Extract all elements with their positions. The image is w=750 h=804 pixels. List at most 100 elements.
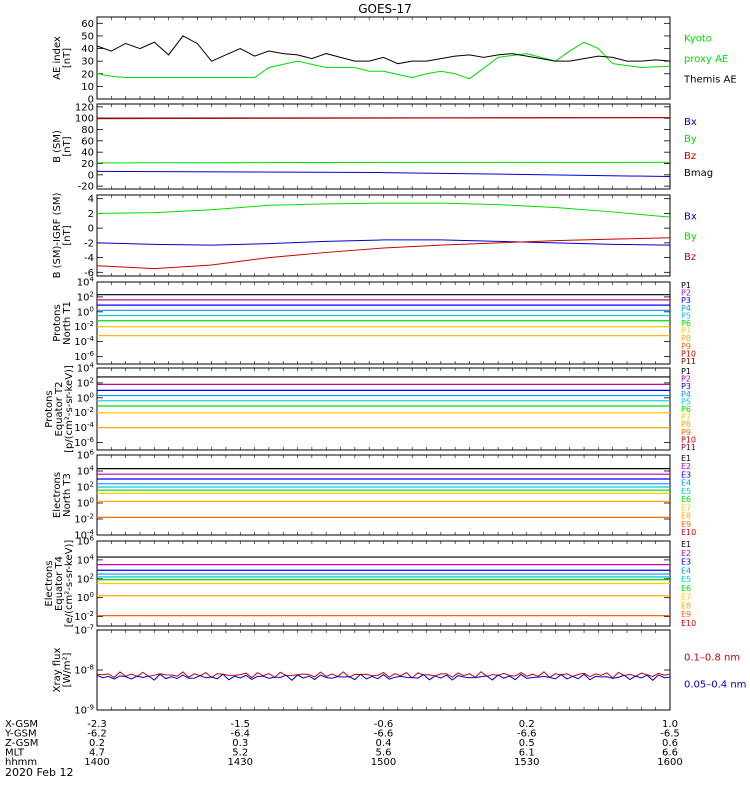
channel-label: P9 bbox=[681, 342, 691, 351]
y-tick-label: 80 bbox=[81, 125, 94, 136]
x-axis-table: X-GSM -2.3 -1.5 -0.6 0.2 1.0 Y-GSM -6.2 -6.4 -6.6… bbox=[4, 719, 683, 768]
panel-frame bbox=[96, 454, 671, 536]
channel-label: E4 bbox=[681, 566, 691, 575]
series-line bbox=[96, 117, 671, 120]
y-tick-label: 10-4 bbox=[74, 421, 94, 434]
channel-label: E9 bbox=[681, 610, 691, 619]
y-tick-label: 20 bbox=[81, 159, 94, 170]
y-tick-label: 102 bbox=[77, 290, 94, 303]
channel-label: P1 bbox=[681, 281, 691, 290]
legend-entry: By bbox=[684, 232, 697, 243]
x-row-value: 6.1 bbox=[519, 748, 535, 759]
y-tick-label: -4 bbox=[84, 253, 94, 264]
channel-label: E6 bbox=[681, 495, 691, 504]
y-tick-label: 100 bbox=[77, 497, 94, 510]
y-tick-label: 104 bbox=[77, 553, 95, 566]
channel-label: P10 bbox=[681, 349, 696, 358]
y-tick-label: 10-8 bbox=[74, 664, 94, 677]
y-tick-label: 10-2 bbox=[74, 610, 94, 623]
x-row-value: 1430 bbox=[228, 757, 253, 768]
y-tick-label: 10-2 bbox=[74, 513, 94, 526]
channel-label: P8 bbox=[681, 420, 691, 429]
y-axis-label: B (SM) bbox=[52, 130, 63, 163]
y-tick-label: 40 bbox=[81, 44, 94, 55]
panel-xray: 10-7 10-8 10-9 Xray flux [W/m²] 0.1–0.8 nm 0.0… bbox=[52, 624, 746, 717]
panel-frame bbox=[96, 194, 671, 277]
channel-label: P6 bbox=[681, 319, 691, 328]
x-row-value: -0.6 bbox=[374, 719, 394, 730]
y-tick-label: -2 bbox=[84, 238, 94, 249]
panel-frame bbox=[96, 16, 671, 100]
y-tick-label: 40 bbox=[81, 148, 94, 159]
x-row-value: 0.2 bbox=[89, 738, 105, 749]
channel-label: P6 bbox=[681, 405, 691, 414]
panel-frame bbox=[96, 367, 671, 451]
series-line bbox=[96, 35, 671, 65]
y-tick-label: 4 bbox=[88, 194, 94, 205]
y-tick-label: 60 bbox=[81, 19, 94, 30]
y-axis-label: B (SM)-IGRF (SM) bbox=[52, 193, 63, 279]
x-row-label: hhmm bbox=[5, 757, 37, 768]
y-tick-label: 10 bbox=[81, 82, 94, 93]
y-tick-label: 106 bbox=[77, 449, 95, 462]
y-axis-label: Equator T4 bbox=[54, 556, 65, 611]
x-row-value: 1530 bbox=[514, 757, 539, 768]
y-tick-label: 106 bbox=[77, 535, 95, 548]
series-line bbox=[96, 239, 671, 246]
y-tick-label: 10-2 bbox=[74, 320, 94, 333]
channel-label: P1 bbox=[681, 367, 691, 376]
legend-entry: 0.1–0.8 nm bbox=[684, 653, 740, 664]
channel-label: P7 bbox=[681, 327, 691, 336]
y-axis-label: Protons bbox=[44, 390, 55, 427]
legend-entry: Bx bbox=[684, 117, 697, 128]
series-line bbox=[96, 41, 671, 80]
channel-label: P11 bbox=[681, 357, 696, 366]
channel-label: P9 bbox=[681, 428, 691, 437]
y-tick-label: 10-6 bbox=[74, 350, 94, 363]
channel-label: E10 bbox=[681, 619, 696, 628]
channel-label: P8 bbox=[681, 334, 691, 343]
x-row-label: Y-GSM bbox=[4, 729, 37, 740]
x-row-value: -6.2 bbox=[87, 729, 107, 740]
channel-label: E4 bbox=[681, 479, 691, 488]
y-tick-label: 120 bbox=[75, 102, 94, 113]
x-row-value: -6.5 bbox=[660, 729, 680, 740]
panel-frame bbox=[96, 103, 671, 190]
x-row-value: 4.7 bbox=[89, 748, 105, 759]
y-axis-label: Protons bbox=[52, 304, 63, 341]
x-row-value: 5.2 bbox=[232, 748, 248, 759]
x-row-value: 0.3 bbox=[232, 738, 248, 749]
channel-label: E2 bbox=[681, 462, 691, 471]
y-tick-label: 20 bbox=[81, 69, 94, 80]
channel-label: E9 bbox=[681, 520, 691, 529]
y-tick-label: 100 bbox=[77, 305, 94, 318]
channel-label: E8 bbox=[681, 601, 691, 610]
channel-label: P4 bbox=[681, 304, 691, 313]
y-tick-label: 10-9 bbox=[74, 704, 94, 717]
channel-label: E8 bbox=[681, 512, 691, 521]
panel-electrons_t4: 106 104 102 100 10-2 Electrons Equator T4 [e/(c… bbox=[44, 535, 696, 629]
x-row-value: 0.5 bbox=[519, 738, 535, 749]
series-line bbox=[96, 673, 671, 681]
y-tick-label: 0 bbox=[88, 170, 94, 181]
channel-label: P2 bbox=[681, 289, 691, 298]
plot-title: GOES-17 bbox=[358, 2, 412, 16]
y-axis-label: AE index bbox=[52, 36, 63, 80]
y-tick-label: 102 bbox=[77, 481, 94, 494]
y-tick-label: 10-4 bbox=[74, 529, 94, 542]
x-row-value: 0.4 bbox=[376, 738, 392, 749]
legend-entry: proxy AE bbox=[684, 54, 728, 65]
series-line bbox=[96, 237, 671, 270]
channel-label: E1 bbox=[681, 454, 691, 463]
x-row-label: MLT bbox=[5, 748, 25, 759]
x-row-value: -6.6 bbox=[374, 729, 394, 740]
channel-label: P2 bbox=[681, 375, 691, 384]
y-tick-label: 100 bbox=[75, 114, 94, 125]
x-row-label: Z-GSM bbox=[5, 738, 38, 749]
